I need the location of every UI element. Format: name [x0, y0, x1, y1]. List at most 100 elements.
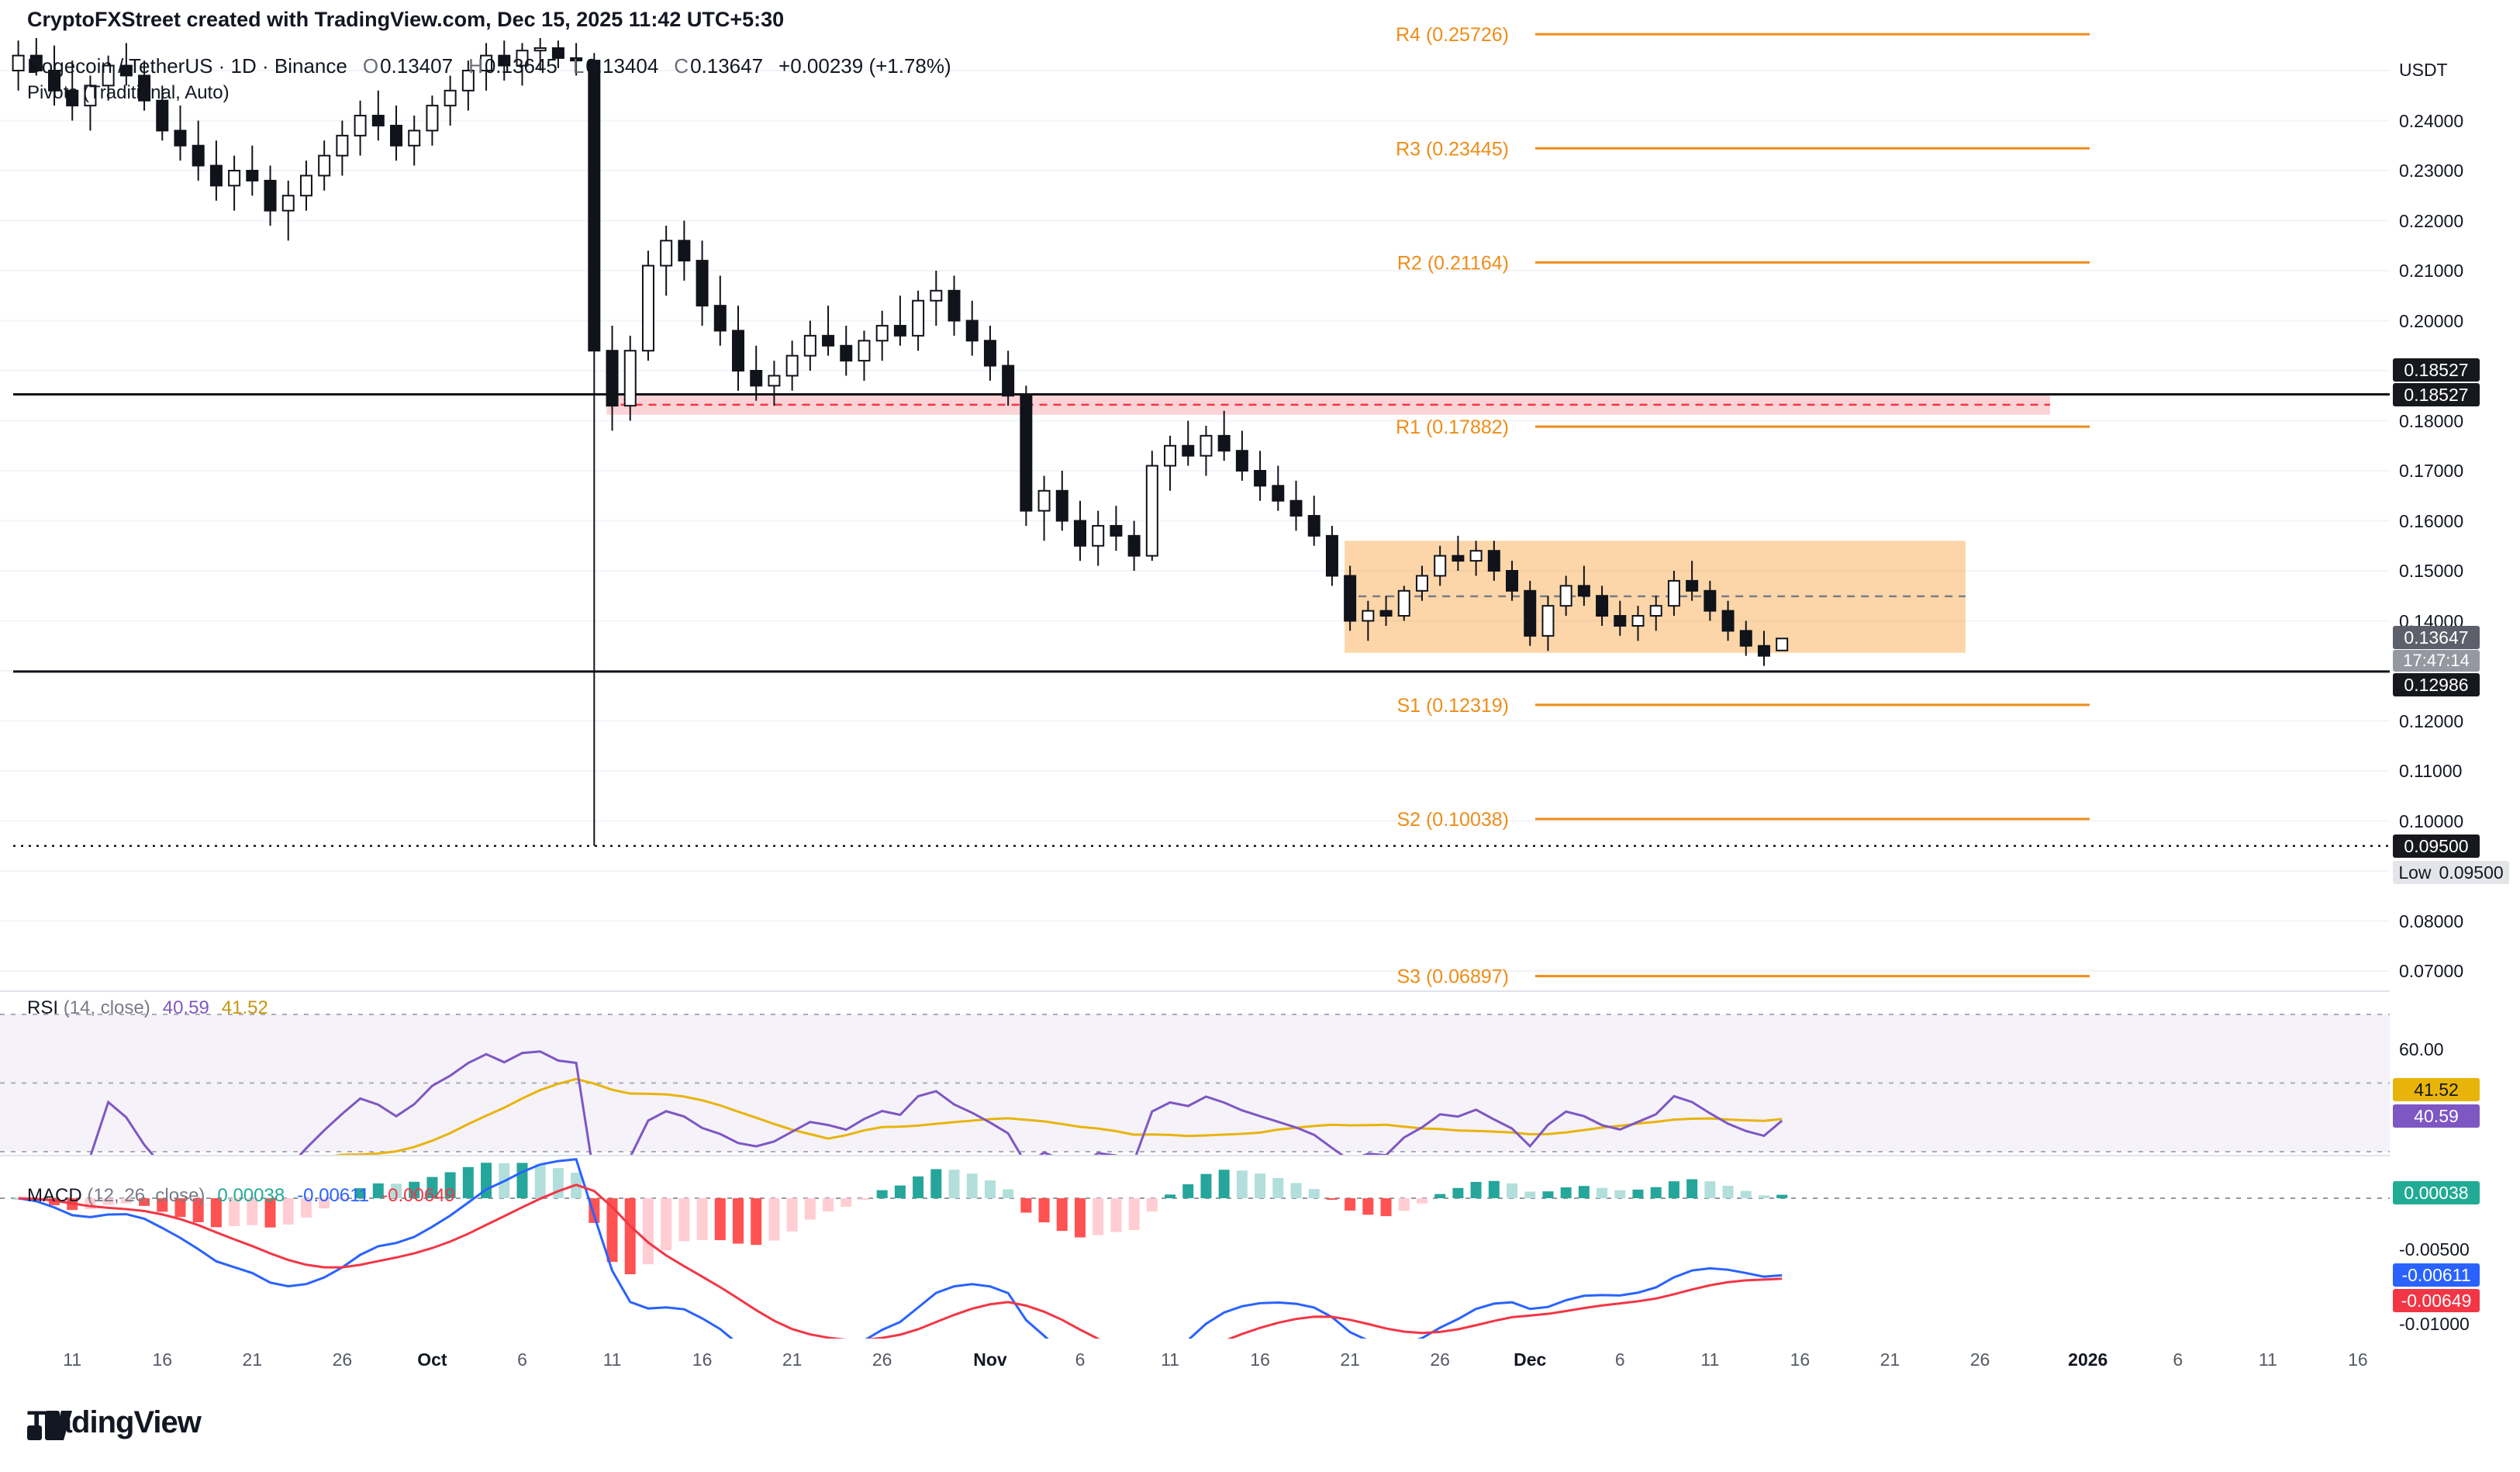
macd-histogram-bar [1362, 1198, 1374, 1215]
ohlc-open: O0.13407 [363, 54, 453, 78]
candle [983, 340, 996, 367]
candle [1631, 615, 1645, 627]
macd-histogram-bar [1182, 1183, 1194, 1198]
macd-axis-label-005: -0.00500 [2399, 1239, 2470, 1259]
candle [1020, 395, 1033, 512]
macd-histogram-bar [858, 1198, 870, 1200]
time-axis-label: Dec [1514, 1349, 1547, 1370]
tradingview-logo[interactable]: TradingView [27, 1405, 202, 1440]
pivot-label: S3 (0.06897) [1396, 966, 1509, 988]
candle [228, 170, 241, 187]
candle [84, 85, 97, 107]
price-pane[interactable]: R4 (0.25726) R3 (0.23445) R2 (0.21164) R1 (… [0, 0, 2390, 991]
candle [1397, 589, 1410, 617]
candle [1217, 434, 1231, 452]
candle [1434, 555, 1447, 577]
price-axis-label: 0.20000 [2399, 310, 2464, 331]
macd-params: (12, 26, close) [87, 1185, 205, 1206]
candle [858, 340, 871, 362]
macd-signal-line [18, 1183, 1783, 1339]
macd-signal-value: -0.00649 [381, 1185, 455, 1206]
pane-separator[interactable] [0, 1155, 2520, 1156]
candle [1776, 638, 1789, 651]
candle [174, 130, 187, 147]
pivot-label: R4 (0.25726) [1396, 24, 1509, 46]
pane-separator[interactable] [0, 990, 2520, 992]
time-axis-label: 21 [242, 1349, 263, 1370]
macd-histogram-bar [751, 1198, 762, 1246]
macd-histogram-bar [1416, 1198, 1427, 1204]
macd-histogram-bar [1074, 1198, 1086, 1238]
candle [192, 144, 205, 167]
macd-histogram-bar [1056, 1198, 1068, 1232]
level-badge-18527-a: 0.18527 [2393, 358, 2480, 382]
time-axis[interactable]: 11 16 21 26 Oct 6 11 16 21 26 Nov 6 11 16 21 26 Dec 6 11 16… [0, 1339, 2520, 1396]
candle [1092, 524, 1105, 547]
macd-histogram-bar [768, 1198, 780, 1241]
open-value: 0.13407 [380, 54, 454, 78]
candle [1577, 585, 1590, 597]
tradingview-logo-icon [27, 1410, 72, 1440]
macd-histogram-bar [120, 1198, 132, 1204]
candle [119, 64, 133, 77]
candle [1596, 595, 1609, 617]
ohlc-high: H0.13645 [468, 54, 558, 78]
macd-histogram-bar [1380, 1198, 1392, 1217]
candle [1200, 434, 1213, 457]
macd-histogram-bar [1452, 1187, 1464, 1198]
candle [713, 305, 727, 332]
price-axis-label: 0.17000 [2399, 461, 2464, 481]
pivots-indicator-legend[interactable]: Pivots (Traditional, Auto) [27, 82, 230, 103]
macd-histogram-bar [894, 1185, 906, 1198]
rsi-value: 40.59 [162, 997, 209, 1018]
candle [299, 174, 312, 197]
macd-signal-badge: -0.00649 [2393, 1289, 2480, 1312]
macd-histogram-bar [1470, 1181, 1482, 1198]
close-label: C [674, 54, 689, 78]
candle [1559, 585, 1572, 607]
ohlc-close: C0.13647 [674, 54, 763, 78]
axis-currency-label: USDT [2399, 60, 2448, 80]
candle [1110, 524, 1123, 537]
low-label: L [572, 54, 585, 78]
macd-histogram-bar [984, 1180, 996, 1198]
symbol-legend[interactable]: Dogecoin / TetherUS · 1D · Binance O0.13… [27, 54, 951, 78]
candle [1254, 470, 1267, 487]
candle [1037, 489, 1051, 512]
candle [1164, 444, 1177, 467]
candle [1704, 589, 1717, 612]
time-axis-label: 11 [63, 1349, 82, 1370]
candle [498, 54, 511, 67]
macd-histogram-bar [1038, 1198, 1050, 1223]
rsi-params: (14, close) [63, 997, 150, 1018]
macd-indicator-legend[interactable]: MACD (12, 26, close) 0.00038 -0.00611 -0… [27, 1185, 455, 1207]
macd-histogram-bar [1218, 1170, 1230, 1198]
macd-histogram-bar [337, 1198, 348, 1200]
price-axis[interactable]: USDT 0.24000 0.23000 0.22000 0.21000 0.20000… [2390, 0, 2520, 1339]
macd-histogram-bar [1776, 1194, 1788, 1198]
time-axis-label: 11 [602, 1349, 622, 1370]
macd-histogram-bar [1507, 1183, 1518, 1198]
macd-histogram-bar [174, 1198, 186, 1218]
macd-histogram-bar [1632, 1189, 1644, 1198]
candle [1524, 589, 1537, 637]
rsi-pane[interactable] [0, 991, 2390, 1156]
low-badge-label: Low [2398, 862, 2432, 883]
macd-histogram-bar [1668, 1181, 1679, 1198]
high-label: H [468, 54, 483, 78]
candle [822, 334, 835, 347]
candle [768, 375, 781, 387]
candle [354, 115, 367, 136]
macd-pane[interactable] [0, 1156, 2390, 1339]
macd-histogram-bar [102, 1198, 114, 1205]
candle [533, 47, 547, 52]
countdown-badge: 17:47:14 [2393, 650, 2480, 672]
price-axis-label: 0.24000 [2399, 110, 2464, 131]
time-axis-label: 21 [1880, 1349, 1900, 1370]
macd-histogram-bar [192, 1198, 204, 1222]
rsi-title: RSI (14, close) [27, 997, 150, 1018]
candle [893, 324, 906, 337]
macd-hist-value: 0.00038 [217, 1185, 285, 1206]
price-axis-label: 0.11000 [2399, 761, 2463, 781]
rsi-indicator-legend[interactable]: RSI (14, close) 40.59 41.52 [27, 997, 268, 1019]
